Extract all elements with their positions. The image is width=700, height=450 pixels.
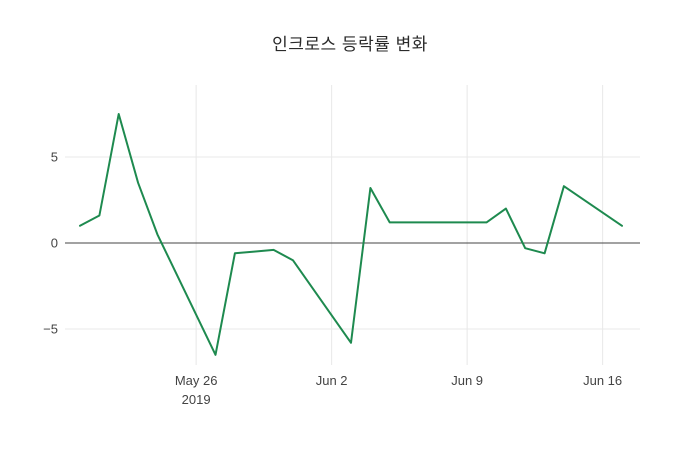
x-tick-sublabel: 2019 — [182, 392, 211, 407]
price-change-line — [79, 113, 623, 356]
chart-title: 인크로스 등락률 변화 — [272, 35, 428, 54]
x-tick-label: Jun 9 — [451, 373, 483, 388]
x-tick-label: Jun 16 — [583, 373, 622, 388]
y-tick-label: −5 — [43, 322, 58, 337]
x-tick-label: May 26 — [175, 373, 218, 388]
y-tick-label: 5 — [51, 150, 58, 165]
y-tick-label: 0 — [51, 236, 58, 251]
x-tick-label: Jun 2 — [316, 373, 348, 388]
